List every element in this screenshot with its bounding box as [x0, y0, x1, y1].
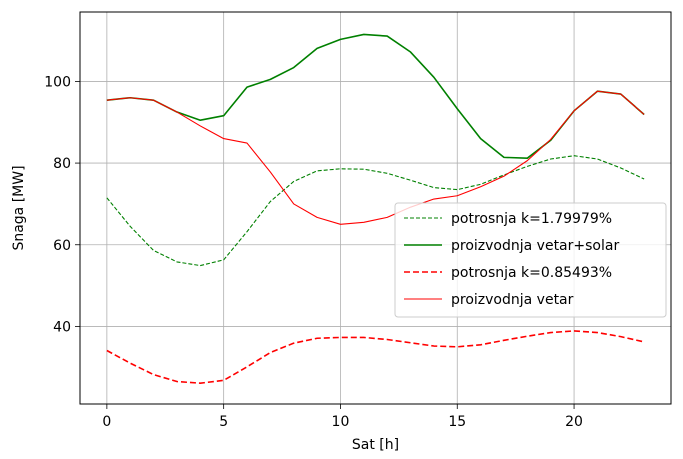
- legend: potrosnja k=1.79979% proizvodnja vetar+so…: [394, 202, 667, 318]
- legend-box: [394, 202, 667, 318]
- y-tick-label: 40: [53, 319, 71, 335]
- y-tick-label: 100: [44, 74, 71, 90]
- series-line-2: [106, 33, 645, 159]
- legend-label-3: potrosnja k=0.85493%: [451, 265, 612, 281]
- legend-label-2: proizvodnja vetar+solar: [451, 238, 619, 254]
- x-axis-label: Sat [h]: [352, 437, 399, 453]
- ticks: 0 5 10 15 20 40 60 80 100: [44, 74, 583, 430]
- x-tick-label: 5: [219, 414, 228, 430]
- x-tick-label: 20: [565, 414, 583, 430]
- y-tick-label: 80: [53, 156, 71, 172]
- series-line-3: [106, 330, 645, 384]
- x-tick-label: 0: [102, 414, 111, 430]
- x-tick-label: 10: [332, 414, 350, 430]
- plot-frame: [79, 11, 672, 405]
- y-tick-label: 60: [53, 238, 71, 254]
- y-axis-label: Snaga [MW]: [11, 165, 27, 250]
- series-line-1: [106, 155, 645, 267]
- legend-label-1: potrosnja k=1.79979%: [451, 211, 612, 227]
- legend-label-4: proizvodnja vetar: [451, 292, 574, 308]
- series-layer: [106, 33, 645, 384]
- x-tick-label: 15: [448, 414, 466, 430]
- series-line-4: [106, 90, 645, 225]
